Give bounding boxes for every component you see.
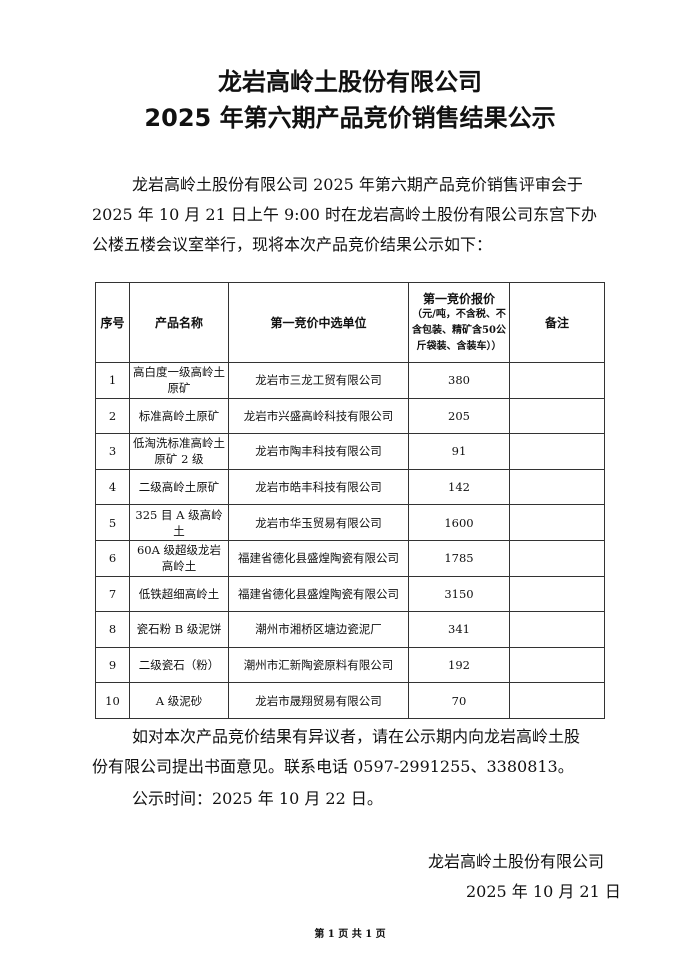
table-row: 7 低铁超细高岭土 福建省德化县盛煌陶瓷有限公司 3150 xyxy=(95,575,605,613)
cell-price: 142 xyxy=(408,468,510,506)
header-price-label: 第一竞价报价 xyxy=(422,292,495,306)
table-row: 6 60A 级超级龙岩高岭土 福建省德化县盛煌陶瓷有限公司 1785 xyxy=(95,539,605,577)
intro-line-2: 2025 年 10 月 21 日上午 9:00 时在龙岩高岭土股份有限公司东宫下… xyxy=(92,205,597,224)
results-table: 序号 产品名称 第一竞价中选单位 第一竞价报价 （元/吨，不含税、不含包装、精矿含… xyxy=(95,282,605,719)
cell-winner: 龙岩市晟翔贸易有限公司 xyxy=(228,682,409,719)
cell-winner: 龙岩市陶丰科技有限公司 xyxy=(228,433,409,470)
objection-line-2: 份有限公司提出书面意见。联系电话 0597-2991255、3380813。 xyxy=(92,757,574,776)
cell-winner: 龙岩市皓丰科技有限公司 xyxy=(228,468,409,506)
table-row: 2 标准高岭土原矿 龙岩市兴盛高岭科技有限公司 205 xyxy=(95,397,605,435)
header-winner: 第一竞价中选单位 xyxy=(228,282,409,363)
cell-remark xyxy=(509,646,605,684)
cell-product: 瓷石粉 B 级泥饼 xyxy=(129,611,229,648)
cell-price: 192 xyxy=(408,646,510,684)
cell-no: 2 xyxy=(95,397,130,435)
objection-line-1: 如对本次产品竞价结果有异议者，请在公示期内向龙岩高岭土股 xyxy=(132,727,581,746)
cell-price: 3150 xyxy=(408,575,510,613)
cell-product: 低淘洗标准高岭土原矿 2 级 xyxy=(129,433,229,470)
cell-no: 7 xyxy=(95,575,130,613)
cell-product: 二级高岭土原矿 xyxy=(129,468,229,506)
header-price: 第一竞价报价 （元/吨，不含税、不含包装、精矿含50公斤袋装、含装车）） xyxy=(408,282,510,363)
title-line-2: 2025 年第六期产品竞价销售结果公示 xyxy=(144,104,556,132)
cell-price: 1785 xyxy=(408,539,510,577)
cell-winner: 龙岩市华玉贸易有限公司 xyxy=(228,504,409,541)
table-row: 3 低淘洗标准高岭土原矿 2 级龙岩市陶丰科技有限公司 91 xyxy=(95,433,605,470)
cell-no: 9 xyxy=(95,646,130,684)
cell-remark xyxy=(509,468,605,506)
cell-remark xyxy=(509,362,605,399)
cell-product: A 级泥砂 xyxy=(129,682,229,719)
cell-winner: 龙岩市兴盛高岭科技有限公司 xyxy=(228,397,409,435)
cell-product: 325 目 A 级高岭土 xyxy=(129,504,229,541)
signature-company: 龙岩高岭土股份有限公司 xyxy=(428,852,605,871)
table-row: 8 瓷石粉 B 级泥饼 潮州市湘桥区塘边瓷泥厂 341 xyxy=(95,611,605,648)
cell-remark xyxy=(509,611,605,648)
cell-product: 二级瓷石（粉） xyxy=(129,646,229,684)
cell-remark xyxy=(509,397,605,435)
cell-product: 低铁超细高岭土 xyxy=(129,575,229,613)
cell-price: 205 xyxy=(408,397,510,435)
table-row: 1 高白度一级高岭土原矿 龙岩市三龙工贸有限公司 380 xyxy=(95,362,605,399)
cell-remark xyxy=(509,539,605,577)
cell-winner: 福建省德化县盛煌陶瓷有限公司 xyxy=(228,575,409,613)
intro-line-1: 龙岩高岭土股份有限公司 2025 年第六期产品竞价销售评审会于 xyxy=(132,175,583,194)
cell-no: 8 xyxy=(95,611,130,648)
cell-product: 标准高岭土原矿 xyxy=(129,397,229,435)
page-footer: 第 1 页 共 1 页 xyxy=(314,929,386,940)
cell-no: 3 xyxy=(95,433,130,470)
cell-winner: 潮州市湘桥区塘边瓷泥厂 xyxy=(228,611,409,648)
cell-remark xyxy=(509,433,605,470)
header-remark: 备注 xyxy=(509,282,605,363)
cell-no: 6 xyxy=(95,539,130,577)
header-price-note: （元/吨，不含税、不含包装、精矿含50公斤袋装、含装车）） xyxy=(412,309,506,352)
cell-winner: 潮州市汇新陶瓷原料有限公司 xyxy=(228,646,409,684)
notice-time: 公示时间：2025 年 10 月 22 日。 xyxy=(132,789,383,808)
cell-winner: 龙岩市三龙工贸有限公司 xyxy=(228,362,409,399)
cell-price: 1600 xyxy=(408,504,510,541)
cell-product: 高白度一级高岭土原矿 xyxy=(129,362,229,399)
table-row: 9 二级瓷石（粉） 潮州市汇新陶瓷原料有限公司 192 xyxy=(95,646,605,684)
intro-line-3: 公楼五楼会议室举行，现将本次产品竞价结果公示如下： xyxy=(92,235,493,254)
cell-price: 341 xyxy=(408,611,510,648)
table-row: 5 325 目 A 级高岭土 龙岩市华玉贸易有限公司 1600 xyxy=(95,504,605,541)
cell-no: 1 xyxy=(95,362,130,399)
table-header-row: 序号 产品名称 第一竞价中选单位 第一竞价报价 （元/吨，不含税、不含包装、精矿含… xyxy=(95,282,605,363)
cell-product: 60A 级超级龙岩高岭土 xyxy=(129,539,229,577)
title-line-1: 龙岩高岭土股份有限公司 xyxy=(218,68,482,96)
cell-no: 5 xyxy=(95,504,130,541)
cell-price: 70 xyxy=(408,682,510,719)
cell-no: 10 xyxy=(95,682,130,719)
cell-price: 91 xyxy=(408,433,510,470)
header-no: 序号 xyxy=(95,282,130,363)
cell-remark xyxy=(509,682,605,719)
signature-date: 2025 年 10 月 21 日 xyxy=(466,882,621,901)
cell-remark xyxy=(509,575,605,613)
cell-price: 380 xyxy=(408,362,510,399)
cell-remark xyxy=(509,504,605,541)
table-row: 4 二级高岭土原矿 龙岩市皓丰科技有限公司 142 xyxy=(95,468,605,506)
table-row: 10 A 级泥砂 龙岩市晟翔贸易有限公司 70 xyxy=(95,682,605,719)
cell-winner: 福建省德化县盛煌陶瓷有限公司 xyxy=(228,539,409,577)
header-product: 产品名称 xyxy=(129,282,229,363)
cell-no: 4 xyxy=(95,468,130,506)
